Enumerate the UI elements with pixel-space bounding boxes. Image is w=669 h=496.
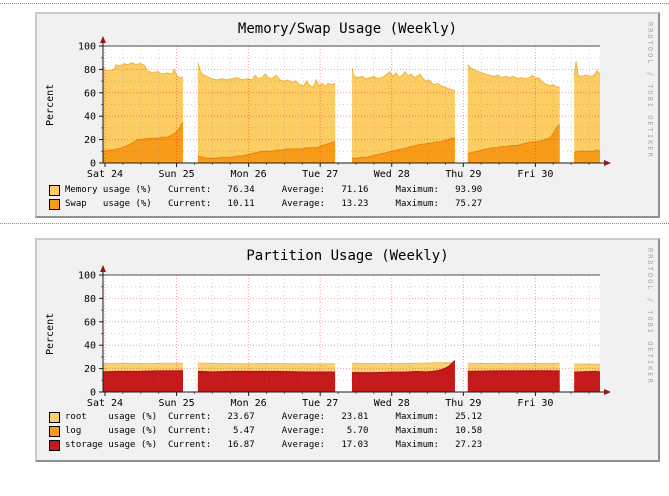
y-tick-label: 20 (84, 364, 96, 375)
legend-row-swap: Swap usage (%) Current: 10.11 Average: 1… (49, 197, 482, 211)
rrdtool-watermark: RRDTOOL / TOBI OETIKER (646, 22, 654, 159)
swap-series (102, 121, 601, 163)
memory-swatch (49, 184, 60, 196)
legend-text: Memory usage (%) Current: 76.34 Average:… (65, 185, 483, 195)
y-tick-label: 60 (84, 317, 96, 328)
legend-text: storage usage (%) Current: 16.87 Average… (65, 440, 483, 450)
x-tick-label: Thu 29 (445, 169, 481, 180)
separator-middle (0, 223, 669, 224)
partition-graph-panel: Partition Usage (Weekly) RRDTOOL / TOBI … (35, 238, 660, 462)
y-tick-label: 40 (84, 341, 96, 352)
y-tick-label: 20 (84, 135, 96, 146)
x-tick-label: Sat 24 (87, 169, 123, 180)
y-tick-label: 40 (84, 112, 96, 123)
partition-chart: 0 20 40 60 80 100 Sat 24 Sun 25 Mon 26 Tue 27 Wed … (78, 265, 611, 409)
root-swatch (49, 411, 60, 423)
rrdtool-watermark: RRDTOOL / TOBI OETIKER (646, 248, 654, 385)
y-axis-title: Percent (45, 312, 56, 355)
axes (99, 36, 611, 167)
x-tick-label: Thu 29 (445, 398, 481, 409)
x-tick-label: Wed 28 (374, 169, 410, 180)
separator-top (0, 3, 669, 4)
memory-swap-graph-panel: Memory/Swap Usage (Weekly) RRDTOOL / TOB… (35, 12, 660, 218)
partition-legend: root usage (%) Current: 23.67 Average: 2… (49, 410, 482, 452)
x-tick-label: Sat 24 (87, 398, 123, 409)
y-axis-title: Percent (45, 83, 56, 126)
legend-row-storage: storage usage (%) Current: 16.87 Average… (49, 438, 482, 452)
legend-row-root: root usage (%) Current: 23.67 Average: 2… (49, 410, 482, 424)
x-tick-label: Mon 26 (231, 169, 267, 180)
x-tick-label: Sun 25 (158, 398, 194, 409)
y-tick-label: 0 (90, 388, 96, 399)
legend-text: Swap usage (%) Current: 10.11 Average: 1… (65, 199, 483, 209)
chart-title: Memory/Swap Usage (Weekly) (237, 21, 458, 37)
gridlines (103, 275, 600, 392)
axes (99, 265, 611, 396)
y-tick-label: 80 (84, 294, 96, 305)
x-tick-label: Tue 27 (302, 169, 338, 180)
x-tick-label: Fri 30 (517, 169, 553, 180)
x-tick-label: Wed 28 (374, 398, 410, 409)
y-tick-label: 100 (78, 42, 96, 53)
storage-swatch (49, 439, 60, 451)
x-tick-label: Mon 26 (231, 398, 267, 409)
log-swatch (49, 425, 60, 437)
x-tick-label: Fri 30 (517, 398, 553, 409)
storage-series (102, 360, 601, 392)
swap-swatch (49, 198, 60, 210)
x-tick-label: Tue 27 (302, 398, 338, 409)
gridlines (103, 46, 600, 163)
legend-text: root usage (%) Current: 23.67 Average: 2… (65, 412, 483, 422)
y-tick-label: 60 (84, 88, 96, 99)
y-tick-label: 100 (78, 271, 96, 282)
legend-row-memory: Memory usage (%) Current: 76.34 Average:… (49, 183, 482, 197)
legend-row-log: log usage (%) Current: 5.47 Average: 5.7… (49, 424, 482, 438)
y-tick-label: 80 (84, 65, 96, 76)
memory-swap-legend: Memory usage (%) Current: 76.34 Average:… (49, 183, 482, 211)
chart-title: Partition Usage (Weekly) (246, 248, 449, 264)
x-tick-label: Sun 25 (158, 169, 194, 180)
memory-swap-chart: 0 20 40 60 80 100 Sat 24 Sun 25 Mon 26 Tue 27 Wed … (78, 36, 611, 180)
y-tick-label: 0 (90, 159, 96, 170)
legend-text: log usage (%) Current: 5.47 Average: 5.7… (65, 426, 483, 436)
